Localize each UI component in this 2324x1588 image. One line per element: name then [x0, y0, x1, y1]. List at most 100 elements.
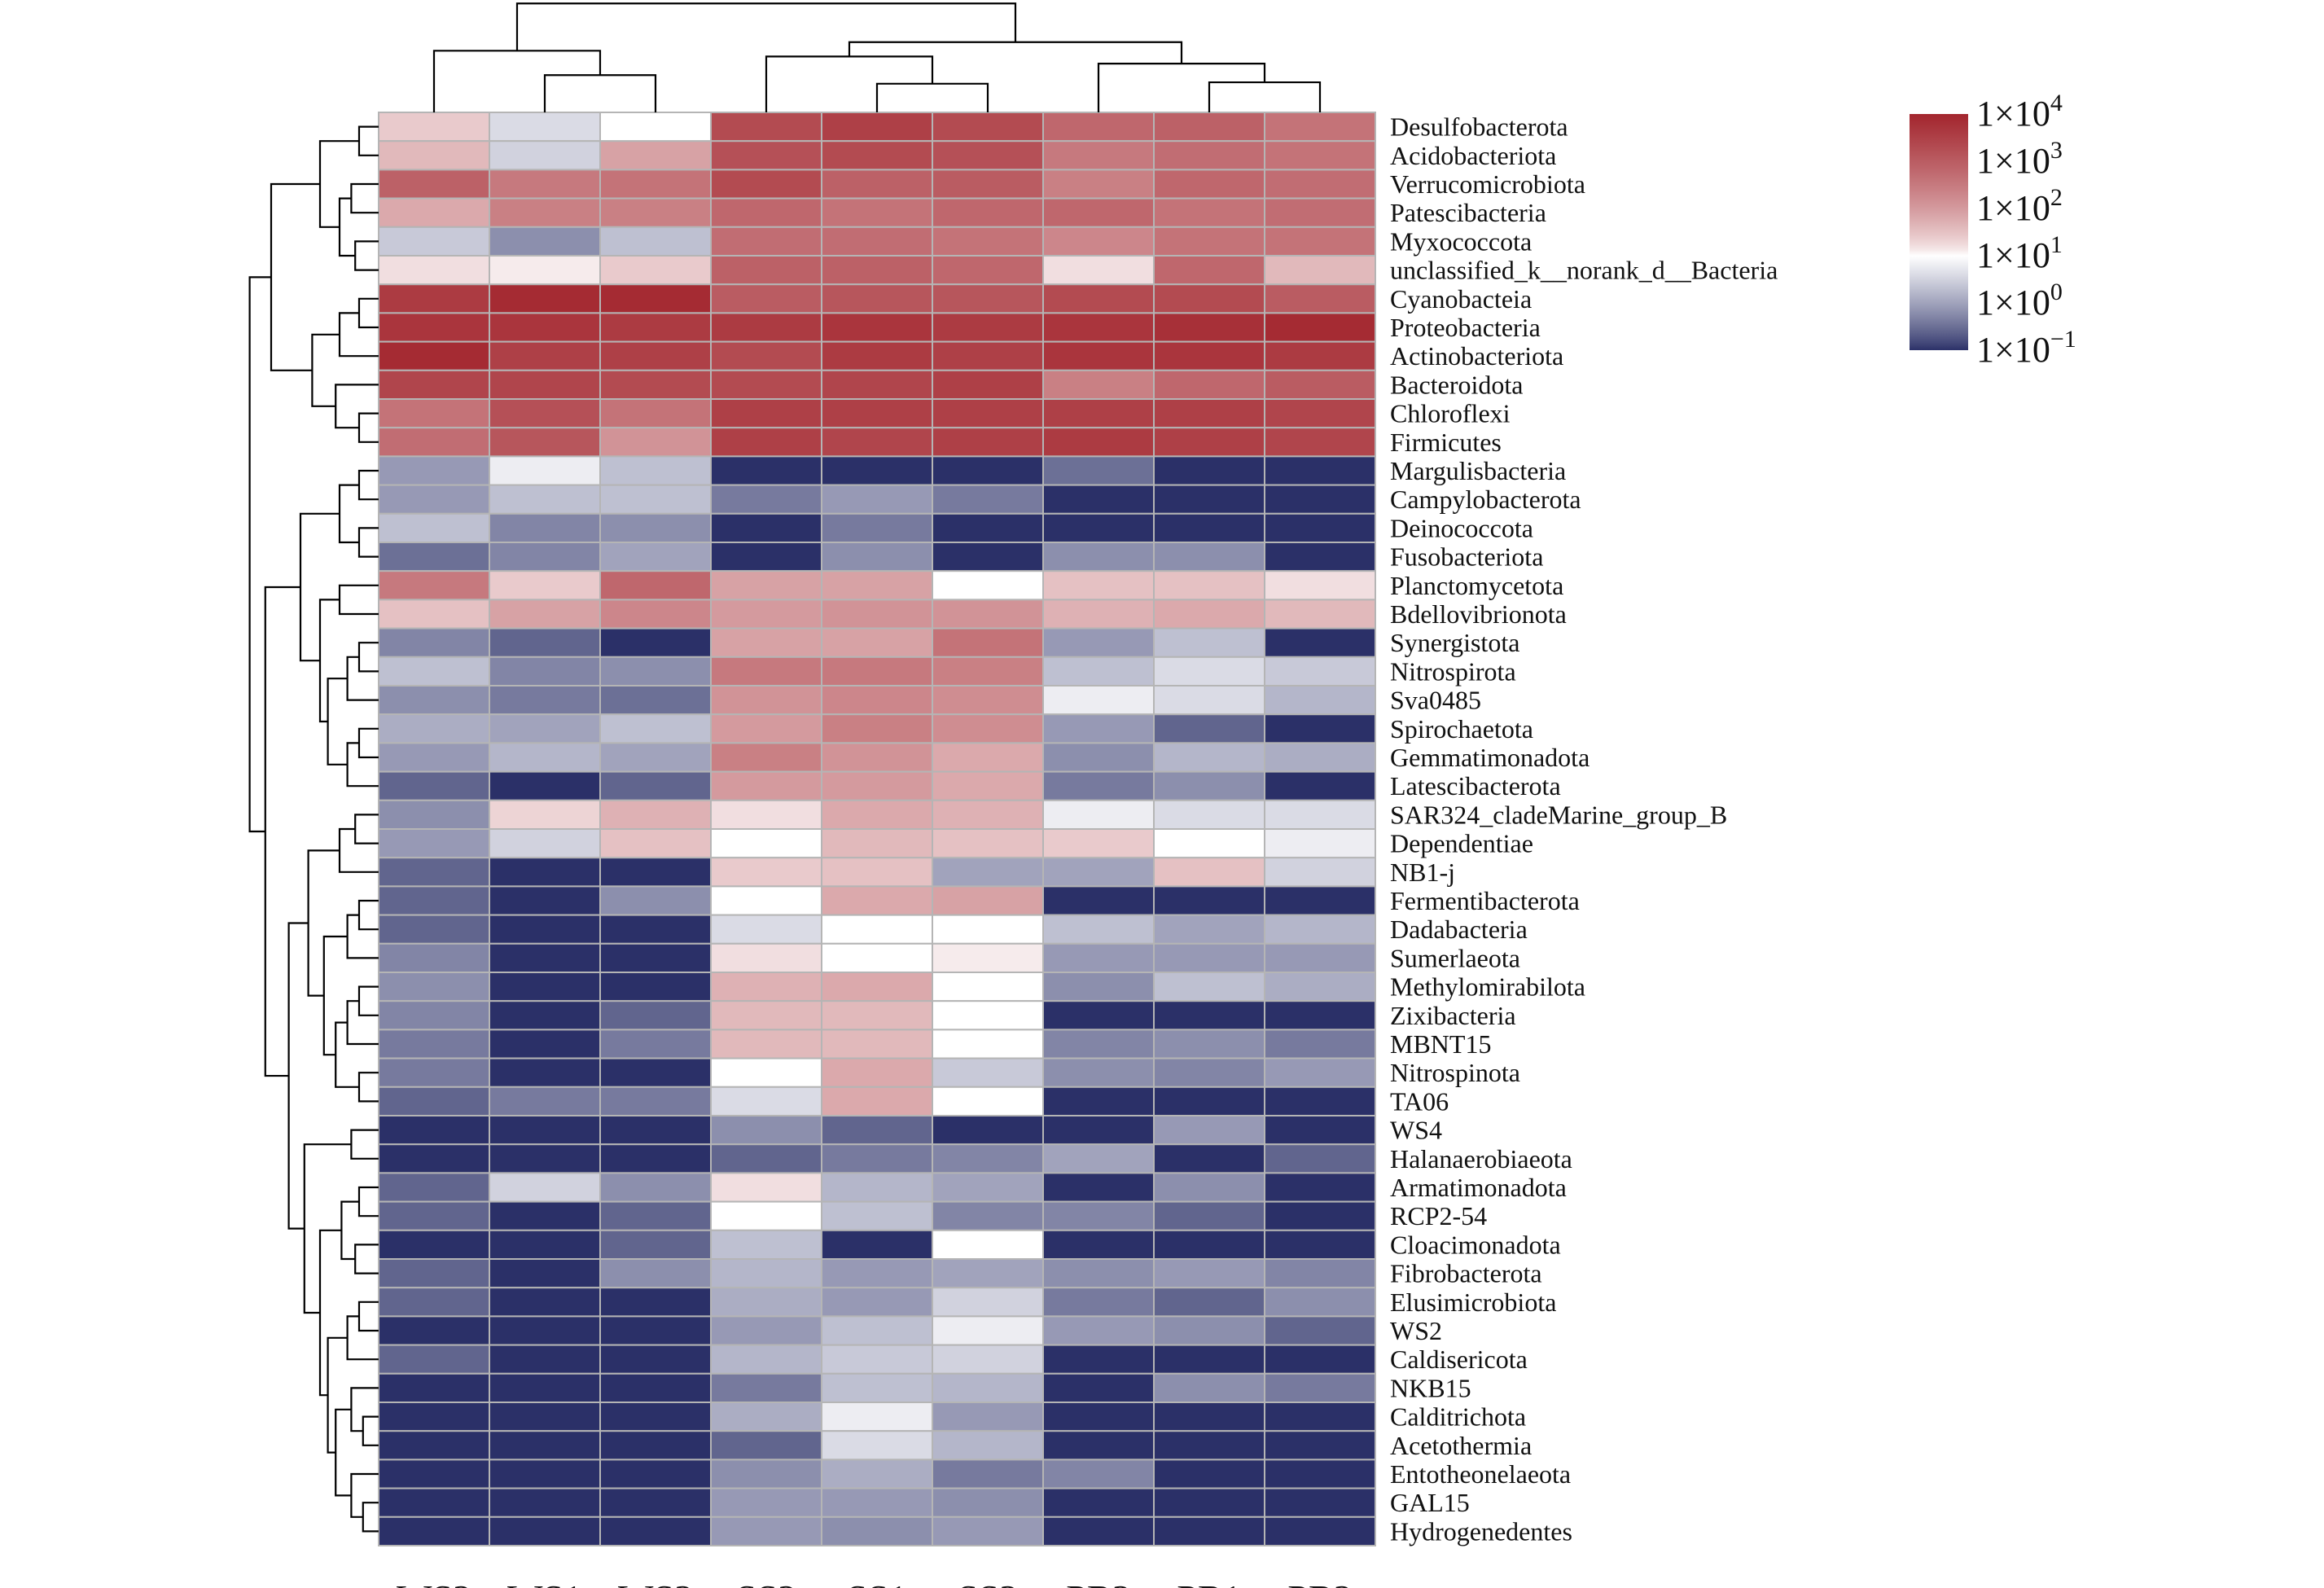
- heatmap-cell: [821, 226, 933, 257]
- heatmap-cell: [932, 1057, 1044, 1088]
- heatmap-cell: [1042, 972, 1155, 1002]
- heatmap-cell: [1153, 1000, 1265, 1031]
- heatmap-cell: [932, 1029, 1044, 1059]
- heatmap-cell: [1042, 369, 1155, 400]
- heatmap-cell: [599, 1143, 712, 1174]
- heatmap-cell: [710, 656, 822, 687]
- heatmap-cell: [821, 112, 933, 143]
- row-label: WS2: [1390, 1316, 1442, 1345]
- heatmap-cell: [378, 1000, 490, 1031]
- heatmap-cell: [378, 914, 490, 945]
- heatmap-cell: [821, 1086, 933, 1117]
- heatmap-cell: [1153, 656, 1265, 687]
- heatmap-cell: [489, 942, 601, 974]
- heatmap-cell: [932, 713, 1044, 744]
- heatmap-cell: [1042, 1115, 1155, 1146]
- dendrogram-link: [357, 1301, 379, 1332]
- heatmap-cell: [1264, 455, 1376, 486]
- heatmap-cell: [489, 1115, 601, 1146]
- heatmap-cell: [1153, 1172, 1265, 1203]
- heatmap-cell: [378, 1143, 490, 1174]
- heatmap-cell: [378, 1200, 490, 1231]
- heatmap-cell: [1042, 398, 1155, 429]
- heatmap-cell: [1153, 427, 1265, 458]
- heatmap-cell: [1153, 685, 1265, 716]
- heatmap-cell: [378, 312, 490, 343]
- heatmap-cell: [1042, 1487, 1155, 1518]
- row-label: Latescibacterota: [1390, 771, 1561, 801]
- heatmap-cell: [821, 885, 933, 916]
- heatmap-cell: [378, 1459, 490, 1489]
- heatmap-cell: [489, 484, 601, 515]
- heatmap-cell: [489, 455, 601, 486]
- dendrogram-link: [327, 1336, 348, 1454]
- heatmap-cell: [599, 112, 712, 143]
- heatmap-cell: [378, 627, 490, 658]
- colorbar-tick-label: 1×100: [1976, 279, 2063, 322]
- row-label: Nitrospirota: [1390, 656, 1516, 686]
- heatmap-cell: [1042, 427, 1155, 458]
- heatmap-cell: [710, 1029, 822, 1059]
- row-label: Cloacimonadota: [1390, 1230, 1561, 1259]
- row-label: Acidobacteriota: [1390, 141, 1556, 170]
- heatmap-cell: [599, 770, 712, 801]
- heatmap-cell: [821, 512, 933, 543]
- heatmap-cell: [489, 1057, 601, 1088]
- heatmap-cell: [1042, 1402, 1155, 1432]
- row-label: Elusimicrobiota: [1390, 1288, 1556, 1317]
- heatmap-cell: [710, 1372, 822, 1404]
- row-dendrogram: [248, 125, 379, 1533]
- heatmap-cell: [932, 140, 1044, 171]
- heatmap-cell: [710, 627, 822, 658]
- heatmap-cell: [1153, 1315, 1265, 1346]
- heatmap-cell: [932, 197, 1044, 228]
- dendrogram-link: [357, 1186, 379, 1217]
- row-label: MBNT15: [1390, 1029, 1491, 1059]
- heatmap-cell: [378, 112, 490, 143]
- heatmap-cell: [489, 340, 601, 371]
- heatmap-cell: [599, 1229, 712, 1261]
- heatmap-cell: [710, 112, 822, 143]
- heatmap-cell: [599, 1315, 712, 1346]
- heatmap-cell: [1042, 914, 1155, 945]
- heatmap-cell: [932, 942, 1044, 974]
- heatmap-cell: [599, 1172, 712, 1203]
- heatmap-cell: [599, 312, 712, 343]
- dendrogram-link: [346, 1315, 379, 1361]
- dendrogram-link: [848, 41, 1183, 64]
- dendrogram-link: [357, 125, 379, 156]
- heatmap-cell: [378, 255, 490, 286]
- heatmap-cell: [710, 942, 822, 974]
- heatmap-cell: [1153, 1115, 1265, 1146]
- heatmap-cell: [1264, 656, 1376, 687]
- heatmap-cell: [710, 197, 822, 228]
- heatmap-cell: [932, 1315, 1044, 1346]
- heatmap-cell: [821, 942, 933, 974]
- heatmap-cell: [599, 885, 712, 916]
- heatmap-cell: [489, 1315, 601, 1346]
- heatmap-cell: [1264, 140, 1376, 171]
- heatmap-cell: [932, 685, 1044, 716]
- heatmap-cell: [821, 972, 933, 1002]
- heatmap-cell: [932, 1086, 1044, 1117]
- heatmap-cell: [378, 742, 490, 773]
- heatmap-cell: [1153, 1143, 1265, 1174]
- heatmap-cell: [1153, 742, 1265, 773]
- heatmap-cell: [489, 197, 601, 228]
- heatmap-cell: [599, 942, 712, 974]
- heatmap-cell: [1153, 1487, 1265, 1518]
- row-label: Fermentibacterota: [1390, 886, 1580, 915]
- colorbar-tick-label: 1×104: [1976, 90, 2063, 134]
- heatmap-cell: [1153, 398, 1265, 429]
- heatmap-cell: [821, 455, 933, 486]
- heatmap-cell: [489, 398, 601, 429]
- row-label: Cyanobacteia: [1390, 284, 1532, 314]
- heatmap-cell: [1264, 1372, 1376, 1404]
- heatmap-cell: [932, 770, 1044, 801]
- heatmap-cell: [1153, 885, 1265, 916]
- heatmap-cell: [489, 1200, 601, 1231]
- heatmap-cell: [1264, 197, 1376, 228]
- heatmap-cell: [710, 512, 822, 543]
- heatmap-cell: [1042, 656, 1155, 687]
